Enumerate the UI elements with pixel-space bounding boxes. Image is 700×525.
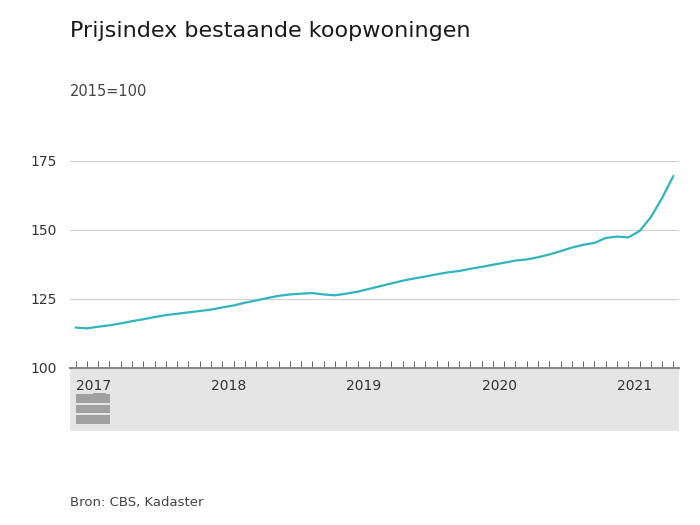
Text: 2019: 2019 [346, 379, 382, 393]
Text: 2018: 2018 [211, 379, 246, 393]
Text: 2015=100: 2015=100 [70, 84, 148, 99]
Text: 2017: 2017 [76, 379, 111, 393]
Text: 2021: 2021 [617, 379, 652, 393]
Text: Bron: CBS, Kadaster: Bron: CBS, Kadaster [70, 496, 204, 509]
Text: Prijsindex bestaande koopwoningen: Prijsindex bestaande koopwoningen [70, 21, 470, 41]
Text: 2020: 2020 [482, 379, 517, 393]
